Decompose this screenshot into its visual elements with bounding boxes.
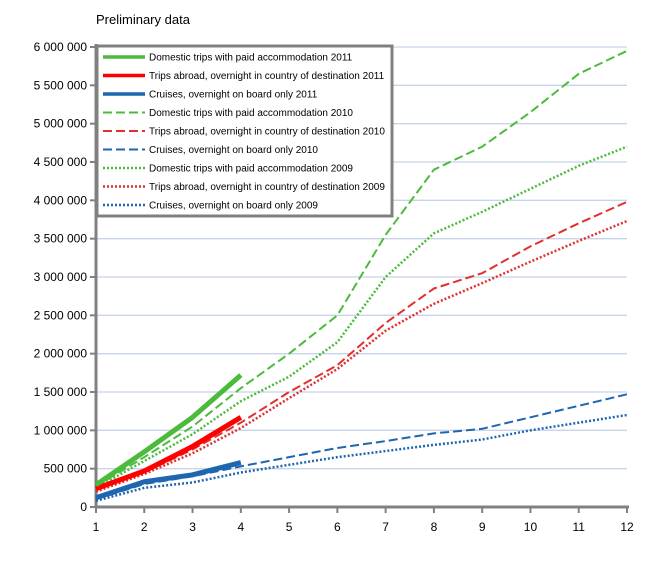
series-line	[95, 200, 628, 492]
y-tick-label: 2 500 000	[34, 308, 88, 322]
series-line	[95, 145, 628, 489]
x-tick-label: 5	[286, 520, 293, 534]
series-line	[95, 219, 628, 493]
legend-box	[95, 44, 394, 218]
x-tick-label: 7	[382, 520, 389, 534]
series-line	[94, 373, 243, 487]
x-tick-label: 2	[141, 520, 148, 534]
legend-label: Trips abroad, overnight in country of de…	[149, 127, 385, 138]
series-line	[95, 413, 628, 503]
series-line	[95, 49, 628, 488]
y-tick-label: 5 500 000	[34, 78, 88, 92]
y-tick-label: 3 000 000	[34, 270, 88, 284]
x-tick-label: 12	[620, 520, 634, 534]
series-line	[95, 460, 242, 501]
series-line	[95, 415, 243, 491]
y-tick-label: 1 500 000	[34, 385, 88, 399]
x-tick-label: 8	[431, 520, 438, 534]
y-tick-label: 5 000 000	[34, 117, 88, 131]
legend-label: Cruises, overnight on board only 2010	[149, 145, 318, 156]
chart-title: Preliminary data	[96, 12, 190, 27]
x-tick-label: 3	[189, 520, 196, 534]
x-tick-label: 10	[524, 520, 538, 534]
legend-label: Domestic trips with paid accommodation 2…	[149, 108, 353, 119]
legend-label: Trips abroad, overnight in country of de…	[149, 71, 385, 82]
y-tick-label: 4 500 000	[34, 155, 88, 169]
x-tick-label: 11	[572, 520, 585, 534]
y-tick-label: 3 500 000	[34, 232, 88, 246]
legend-label: Cruises, overnight on board only 2011	[149, 90, 318, 101]
legend-label: Trips abroad, overnight in country of de…	[149, 182, 385, 193]
y-tick-label: 500 000	[44, 462, 88, 476]
legend-label: Domestic trips with paid accommodation 2…	[149, 53, 353, 64]
y-tick-label: 2 000 000	[34, 347, 88, 361]
legend-label: Cruises, overnight on board only 2009	[149, 201, 318, 212]
y-tick-label: 0	[80, 500, 87, 514]
y-tick-label: 4 000 000	[34, 193, 88, 207]
y-tick-label: 6 000 000	[34, 40, 88, 54]
x-tick-label: 4	[237, 520, 244, 534]
x-tick-label: 6	[334, 520, 341, 534]
y-tick-label: 1 000 000	[34, 423, 88, 437]
legend-label: Domestic trips with paid accommodation 2…	[149, 164, 353, 175]
x-tick-label: 9	[479, 520, 486, 534]
x-tick-label: 1	[93, 520, 100, 534]
